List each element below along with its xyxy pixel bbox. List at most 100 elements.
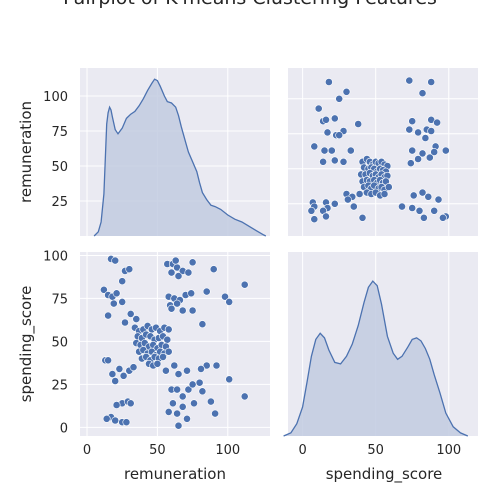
scatter-point — [331, 115, 338, 122]
scatter-point — [174, 410, 181, 417]
scatter-point — [113, 290, 120, 297]
scatter-point — [425, 193, 432, 200]
scatter-point — [159, 353, 166, 360]
scatter-point — [435, 196, 442, 203]
scatter-point — [431, 207, 438, 214]
scatter-point — [321, 147, 328, 154]
scatter-point — [359, 214, 366, 221]
scatter-point — [347, 147, 354, 154]
scatter-point — [112, 377, 119, 384]
scatter-point — [197, 365, 204, 372]
scatter-point — [325, 78, 332, 85]
scatter-point — [340, 158, 347, 165]
scatter-point — [127, 310, 134, 317]
scatter-point — [426, 154, 433, 161]
scatter-point — [130, 364, 137, 371]
scatter-point — [165, 348, 172, 355]
scatter-point — [154, 360, 161, 367]
scatter-point — [428, 127, 435, 134]
y-tick-label: 75 — [51, 125, 68, 140]
scatter-point — [116, 365, 123, 372]
scatter-point — [188, 290, 195, 297]
x-tick-label: 100 — [436, 443, 461, 458]
scatter-point — [343, 88, 350, 95]
scatter-point — [121, 319, 128, 326]
y-tick-label: 50 — [51, 335, 68, 350]
scatter-point — [183, 367, 190, 374]
x-tick-label: 50 — [149, 443, 166, 458]
scatter-point — [169, 400, 176, 407]
scatter-point — [199, 321, 206, 328]
scatter-point — [320, 158, 327, 165]
scatter-point — [308, 207, 315, 214]
panel-background — [80, 252, 270, 436]
scatter-point — [174, 300, 181, 307]
y-tick-label: 0 — [60, 421, 68, 436]
scatter-point — [409, 204, 416, 211]
scatter-point — [434, 119, 441, 126]
ylabel-remuneration: remuneration — [17, 101, 35, 203]
scatter-point — [406, 77, 413, 84]
scatter-point — [175, 371, 182, 378]
scatter-point — [168, 305, 175, 312]
scatter-point — [415, 155, 422, 162]
scatter-point — [207, 398, 214, 405]
scatter-point — [179, 393, 186, 400]
scatter-point — [315, 105, 322, 112]
scatter-point — [172, 257, 179, 264]
scatter-point — [407, 160, 414, 167]
x-tick-label: 50 — [367, 443, 384, 458]
y-tick-label: 100 — [43, 249, 68, 264]
panel-spending-kde: 0 50 100 — [284, 252, 478, 458]
scatter-point — [385, 183, 392, 190]
scatter-point — [213, 362, 220, 369]
scatter-point — [203, 288, 210, 295]
scatter-point — [415, 129, 422, 136]
x-tick-label: 100 — [215, 443, 240, 458]
scatter-point — [406, 126, 413, 133]
scatter-point — [420, 214, 427, 221]
scatter-point — [336, 95, 343, 102]
xlabel-spending-score: spending_score — [326, 465, 443, 484]
scatter-point — [185, 269, 192, 276]
scatter-point — [336, 132, 343, 139]
scatter-point — [196, 379, 203, 386]
scatter-point — [165, 408, 172, 415]
scatter-point — [189, 381, 196, 388]
scatter-point — [183, 415, 190, 422]
y-tick-label: 25 — [51, 378, 68, 393]
scatter-point — [331, 157, 338, 164]
x-tick-label: 0 — [298, 443, 306, 458]
scatter-point — [422, 134, 429, 141]
scatter-point — [110, 300, 117, 307]
scatter-point — [112, 417, 119, 424]
scatter-point — [113, 401, 120, 408]
scatter-point — [119, 278, 126, 285]
scatter-point — [350, 203, 357, 210]
scatter-point — [398, 203, 405, 210]
scatter-point — [322, 116, 329, 123]
scatter-point — [344, 196, 351, 203]
scatter-point — [190, 400, 197, 407]
scatter-point — [324, 129, 331, 136]
scatter-point — [105, 312, 112, 319]
scatter-point — [241, 281, 248, 288]
x-tick-label: 0 — [83, 443, 91, 458]
scatter-point — [162, 367, 169, 374]
panel-spending-vs-remuneration — [288, 68, 478, 236]
scatter-point — [311, 143, 318, 150]
y-tick-label: 25 — [51, 195, 68, 210]
figure-title: Pairplot of K-means Clustering Features — [63, 0, 437, 9]
scatter-point — [419, 90, 426, 97]
scatter-point — [112, 257, 119, 264]
scatter-point — [439, 214, 446, 221]
scatter-point — [355, 120, 362, 127]
scatter-point — [120, 372, 127, 379]
scatter-point — [226, 298, 233, 305]
scatter-point — [179, 307, 186, 314]
scatter-point — [175, 273, 182, 280]
scatter-point — [212, 410, 219, 417]
scatter-point — [322, 213, 329, 220]
panel-remuneration-kde: 25 50 75 100 — [43, 68, 270, 236]
